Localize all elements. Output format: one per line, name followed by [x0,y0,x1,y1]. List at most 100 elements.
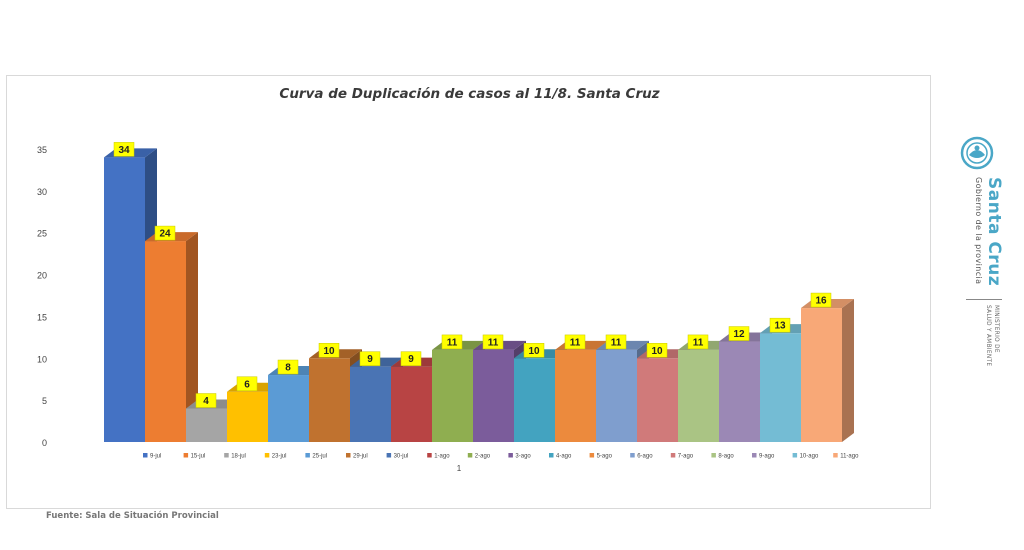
legend-swatch-23-jul [264,453,270,458]
data-label-29-jul: 10 [323,346,335,357]
brand-separator [966,299,1002,300]
data-label-box-9-jul [113,142,135,157]
legend-swatch-10-ago [792,453,798,458]
legend-swatch-6-ago [630,453,635,458]
data-label-4-ago: 10 [528,346,540,357]
bar-side-11-ago [842,299,854,442]
legend-swatch-9-ago [752,453,757,458]
data-label-box-9-ago [728,326,750,341]
legend-swatch-15-jul [183,453,189,458]
bar-11-ago [801,308,842,442]
brand-subtitle: Gobierno de la provincia [974,177,983,285]
brand-ministry: MINISTERIO DE SALUD Y AMBIENTE [984,305,1000,366]
data-label-9-ago: 12 [733,329,745,340]
brand-name: Santa Cruz [984,177,1004,287]
legend-label-25-jul: 25-jul [312,454,327,460]
bar-25-jul [268,375,309,442]
legend-label-3-ago: 3-ago [515,454,531,460]
bar-2-ago [432,349,473,442]
legend-swatch-4-ago [549,453,554,458]
legend-label-29-jul: 29-jul [353,454,368,460]
data-label-25-jul: 8 [285,363,291,374]
data-label-box-7-ago [646,343,668,358]
legend-label-11-ago: 11-ago [840,454,859,460]
legend-swatch-29-jul [346,453,351,458]
y-tick-label: 5 [42,396,47,406]
data-label-box-18-jul [195,393,217,408]
chart-title: Curva de Duplicación de casos al 11/8. S… [279,86,660,102]
data-label-box-15-jul [154,225,176,241]
legend-label-4-ago: 4-ago [556,454,572,460]
legend-swatch-25-jul [305,453,310,458]
data-label-box-3-ago [482,334,504,350]
bar-9-ago [719,341,760,442]
chart-frame: Curva de Duplicación de casos al 11/8. S… [6,75,931,509]
legend-label-18-jul: 18-jul [231,454,246,460]
legend-label-6-ago: 6-ago [637,454,653,460]
bar-10-ago [760,333,801,442]
y-tick-label: 0 [42,438,47,448]
brand-logo [955,133,1003,398]
data-label-box-5-ago [564,334,586,350]
source-note: Fuente: Sala de Situación Provincial [46,511,219,521]
data-label-box-11-ago [810,292,832,308]
provincial-seal-icon [960,136,994,170]
legend-label-5-ago: 5-ago [597,454,613,460]
y-tick-label: 10 [37,354,47,364]
y-tick-label: 20 [37,271,47,281]
legend-label-7-ago: 7-ago [678,454,694,460]
y-tick-label: 35 [37,145,47,155]
legend-label-15-jul: 15-jul [191,454,206,460]
bar-side-15-jul [186,232,198,442]
data-label-30-jul: 9 [367,354,373,365]
data-label-11-ago: 16 [815,296,827,307]
bar-29-jul [309,358,350,442]
legend-swatch-8-ago [711,453,716,458]
bar-5-ago [555,349,596,442]
data-label-box-6-ago [605,334,627,350]
brand-ministry-line1: MINISTERIO DE [993,305,999,353]
data-label-box-23-jul [236,376,258,392]
data-label-6-ago: 11 [611,337,622,348]
data-label-box-1-ago [400,351,422,366]
brand-text: Santa Cruz Gobierno de la provincia MINI… [956,177,1004,397]
data-label-2-ago: 11 [447,337,458,348]
bar-4-ago [514,358,555,442]
data-label-8-ago: 11 [693,337,704,348]
y-tick-label: 30 [37,187,47,197]
data-label-box-30-jul [359,351,381,366]
data-label-3-ago: 11 [488,337,499,348]
legend-swatch-9-jul [143,453,148,458]
brand-ministry-line2: SALUD Y AMBIENTE [985,305,991,367]
bar-6-ago [596,349,637,442]
bar-1-ago [391,366,432,442]
legend-swatch-7-ago [670,453,676,458]
bar-8-ago [678,349,719,442]
bar-23-jul [227,391,268,442]
legend-label-9-jul: 9-jul [150,454,161,460]
data-label-box-25-jul [277,359,299,375]
data-label-1-ago: 9 [408,354,414,365]
bar-9-jul [104,157,145,442]
legend-swatch-18-jul [224,453,229,458]
legend-label-1-ago: 1-ago [434,454,450,460]
legend-swatch-5-ago [589,453,595,458]
y-tick-label: 15 [37,312,47,322]
data-label-box-10-ago [769,317,791,333]
bar-3-ago [473,349,514,442]
data-label-box-2-ago [441,334,463,350]
legend-swatch-11-ago [833,453,838,458]
legend-label-8-ago: 8-ago [718,454,734,460]
bar-18-jul [186,408,227,442]
legend-swatch-3-ago [508,453,513,458]
bar-7-ago [637,358,678,442]
data-label-box-4-ago [523,343,545,358]
legend-label-9-ago: 9-ago [759,454,775,460]
x-category-label: 1 [457,464,462,473]
data-label-15-jul: 24 [159,229,171,240]
data-label-7-ago: 10 [651,346,663,357]
legend-swatch-1-ago [427,453,432,458]
bar-15-jul [145,241,186,442]
data-label-box-29-jul [318,343,340,358]
